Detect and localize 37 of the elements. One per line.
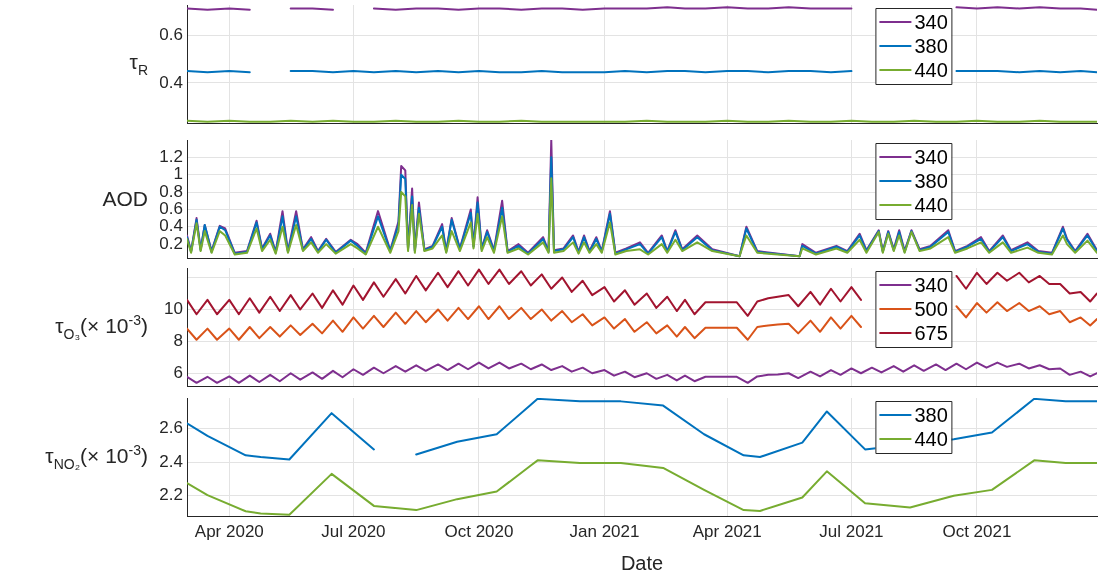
legend-label: 380 (914, 34, 948, 57)
x-tick-label: Apr 2020 (194, 521, 264, 541)
x-tick-label: Oct 2020 (444, 521, 514, 541)
legend-label: 500 (914, 297, 948, 320)
y-tick-label: 0.8 (159, 181, 183, 201)
y-tick-label: 0.4 (159, 72, 183, 92)
legend-label: 440 (914, 427, 948, 450)
y-tick-label: 0.6 (159, 199, 183, 219)
x-axis-title: Date (620, 551, 664, 574)
y-tick-label: 8 (173, 331, 183, 351)
y-tick-label: 1 (173, 164, 183, 184)
x-tick-label: Jul 2021 (819, 521, 884, 541)
y-axis-title: AOD (102, 187, 148, 211)
y-tick-label: 0.2 (159, 233, 183, 253)
legend-label: 440 (914, 193, 948, 216)
legend-label: 340 (914, 10, 948, 33)
y-axis-title: τ$_{NO₂}$(× 10$^{-3}$) (45, 442, 148, 472)
y-tick-label: 2.4 (159, 451, 183, 471)
y-tick-label: 10 (164, 299, 183, 319)
x-tick-label: Apr 2021 (692, 521, 762, 541)
legend-label: 380 (914, 169, 948, 192)
legend-label: 380 (914, 403, 948, 426)
y-tick-label: 0.6 (159, 25, 183, 45)
legend-label: 340 (914, 145, 948, 168)
y-axis-title: τ$_{O₃}$(× 10$^{-3}$) (55, 312, 148, 342)
x-tick-label: Jan 2021 (569, 521, 640, 541)
x-tick-label: Oct 2021 (942, 521, 1012, 541)
legend-label: 440 (914, 58, 948, 81)
legend-label: 675 (914, 321, 948, 344)
legend-label: 340 (914, 273, 948, 296)
y-tick-label: 2.2 (159, 485, 183, 505)
y-tick-label: 0.4 (159, 216, 183, 236)
y-tick-label: 6 (173, 362, 183, 382)
y-tick-label: 2.6 (159, 418, 183, 438)
y-axis-title: τ$_{R}$ (129, 50, 148, 78)
y-tick-label: 1.2 (159, 147, 183, 167)
x-tick-label: Jul 2020 (321, 521, 386, 541)
